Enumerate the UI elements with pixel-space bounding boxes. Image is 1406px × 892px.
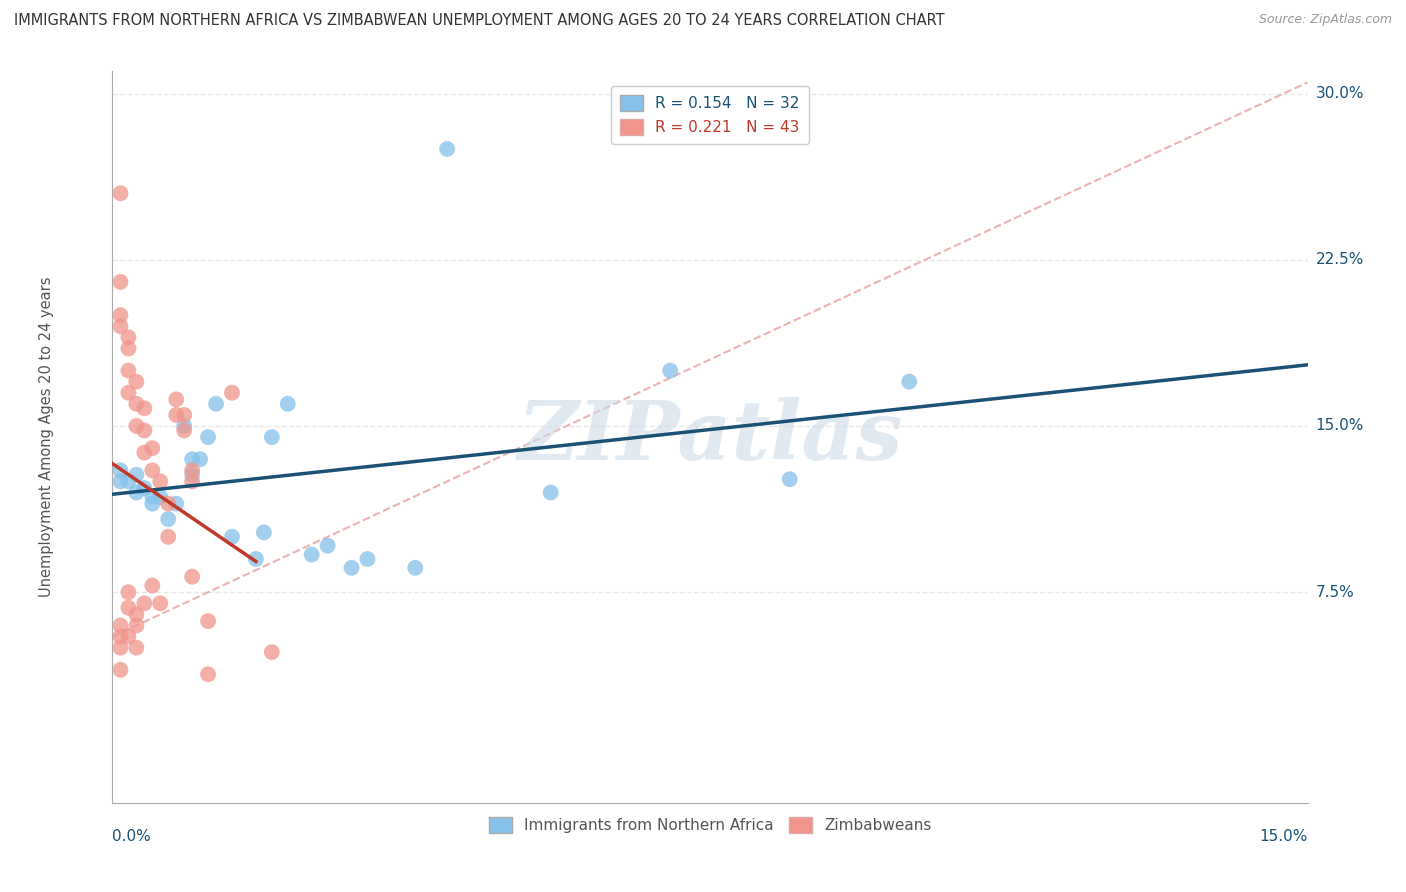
Point (898, 375, 921, 389)
Text: 22.5%: 22.5% (1316, 252, 1364, 268)
Point (125, 375, 148, 389)
Point (157, 512, 180, 526)
Point (197, 430, 219, 444)
Point (110, 630, 132, 644)
Point (117, 363, 139, 377)
Text: ZIPatlas: ZIPatlas (517, 397, 903, 477)
Point (141, 490, 163, 504)
Point (110, 308, 132, 322)
Point (173, 419, 195, 434)
Point (301, 548, 323, 562)
Point (117, 330, 139, 344)
Point (125, 485, 148, 500)
Point (134, 445, 156, 459)
Point (117, 342, 139, 356)
Text: Source: ZipAtlas.com: Source: ZipAtlas.com (1258, 13, 1392, 27)
Point (356, 552, 378, 566)
Point (316, 539, 339, 553)
Point (117, 385, 139, 400)
Point (173, 408, 195, 422)
Point (221, 385, 243, 400)
Point (110, 463, 132, 477)
Point (165, 392, 187, 407)
Point (205, 397, 228, 411)
Point (540, 485, 562, 500)
Point (110, 319, 132, 334)
Point (125, 467, 148, 482)
Point (253, 525, 276, 540)
Text: 30.0%: 30.0% (1316, 86, 1364, 101)
Point (117, 630, 139, 644)
Point (141, 441, 163, 455)
Point (181, 467, 204, 482)
Point (149, 490, 172, 504)
Point (277, 397, 299, 411)
Point (149, 475, 172, 489)
Point (141, 497, 163, 511)
Point (181, 463, 204, 477)
Point (125, 640, 148, 655)
Point (173, 424, 195, 438)
Text: 7.5%: 7.5% (1316, 585, 1354, 599)
Point (197, 614, 219, 628)
Text: 15.0%: 15.0% (1260, 830, 1308, 845)
Point (188, 452, 211, 467)
Point (110, 640, 132, 655)
Text: Unemployment Among Ages 20 to 24 years: Unemployment Among Ages 20 to 24 years (39, 277, 55, 598)
Text: IMMIGRANTS FROM NORTHERN AFRICA VS ZIMBABWEAN UNEMPLOYMENT AMONG AGES 20 TO 24 Y: IMMIGRANTS FROM NORTHERN AFRICA VS ZIMBA… (14, 13, 945, 29)
Point (110, 275, 132, 289)
Point (110, 186, 132, 201)
Point (157, 497, 180, 511)
Point (125, 419, 148, 434)
Point (134, 596, 156, 610)
Point (245, 552, 267, 566)
Legend: Immigrants from Northern Africa, Zimbabweans: Immigrants from Northern Africa, Zimbabw… (482, 811, 938, 839)
Point (141, 463, 163, 477)
Point (181, 475, 204, 489)
Point (165, 408, 187, 422)
Point (779, 472, 801, 486)
Point (134, 401, 156, 416)
Point (149, 596, 172, 610)
Point (134, 481, 156, 495)
Point (181, 570, 204, 584)
Point (165, 497, 187, 511)
Point (157, 530, 180, 544)
Point (110, 618, 132, 632)
Point (436, 142, 458, 156)
Point (260, 430, 283, 444)
Point (260, 645, 283, 659)
Point (117, 600, 139, 615)
Point (125, 607, 148, 622)
Point (141, 578, 163, 592)
Point (404, 561, 426, 575)
Point (125, 397, 148, 411)
Point (110, 475, 132, 489)
Text: 15.0%: 15.0% (1316, 418, 1364, 434)
Point (659, 363, 682, 377)
Point (110, 663, 132, 677)
Point (181, 452, 204, 467)
Point (117, 475, 139, 489)
Point (340, 561, 363, 575)
Point (117, 585, 139, 599)
Text: 0.0%: 0.0% (112, 830, 152, 845)
Point (134, 424, 156, 438)
Point (125, 618, 148, 632)
Point (197, 667, 219, 681)
Point (221, 530, 243, 544)
